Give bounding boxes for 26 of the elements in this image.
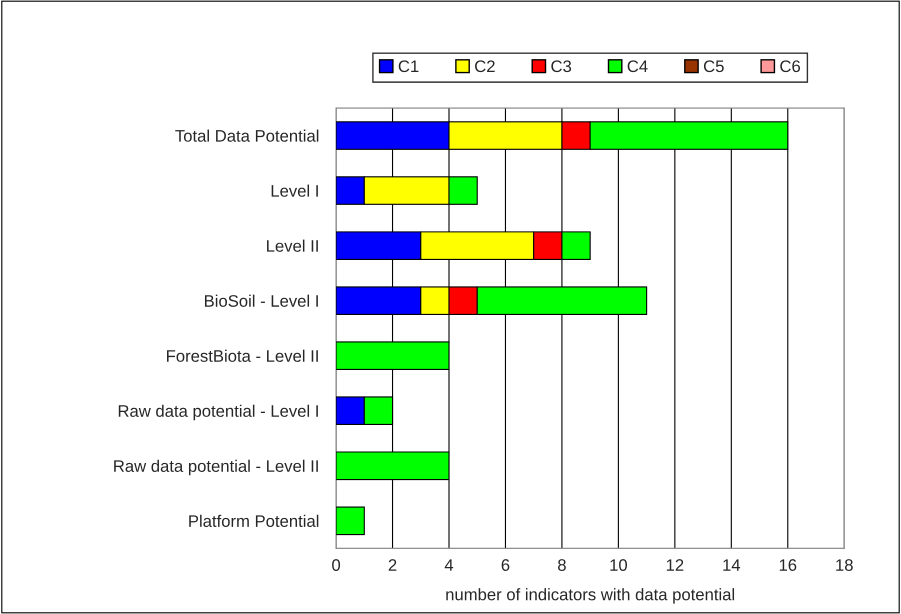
legend-label: C1 <box>398 60 418 72</box>
x-tick-label: 2 <box>388 559 396 571</box>
x-tick-label: 12 <box>666 559 684 571</box>
legend-label: C5 <box>704 60 724 72</box>
x-axis-title: number of indicators with data potential <box>446 588 734 604</box>
x-tick-label: 6 <box>502 559 510 571</box>
bar <box>336 506 365 536</box>
y-tick-label: Level I <box>272 184 318 197</box>
y-tick-label: Raw data potential - Level I <box>118 404 318 420</box>
x-tick-label: 8 <box>558 559 566 571</box>
y-tick-label: BioSoil - Level I <box>204 294 318 307</box>
y-tick-label: ForestBiota - Level II <box>167 350 318 362</box>
legend-label: C2 <box>475 60 495 72</box>
x-tick-label: 16 <box>780 559 796 571</box>
y-tick-label: Level II <box>267 240 318 252</box>
x-tick-label: 0 <box>332 559 340 571</box>
legend-label: C3 <box>551 60 572 72</box>
x-tick-label: 10 <box>610 559 628 571</box>
legend-label: C4 <box>628 60 648 72</box>
x-tick-label: 14 <box>723 559 740 571</box>
x-tick-label: 18 <box>836 559 853 571</box>
legend-label: C6 <box>780 60 800 72</box>
y-tick-label: Total Data Potential <box>175 130 318 142</box>
x-tick-label: 4 <box>444 559 454 571</box>
y-tick-label: Raw data potential - Level II <box>114 460 318 476</box>
y-tick-label: Platform Potential <box>189 514 318 527</box>
